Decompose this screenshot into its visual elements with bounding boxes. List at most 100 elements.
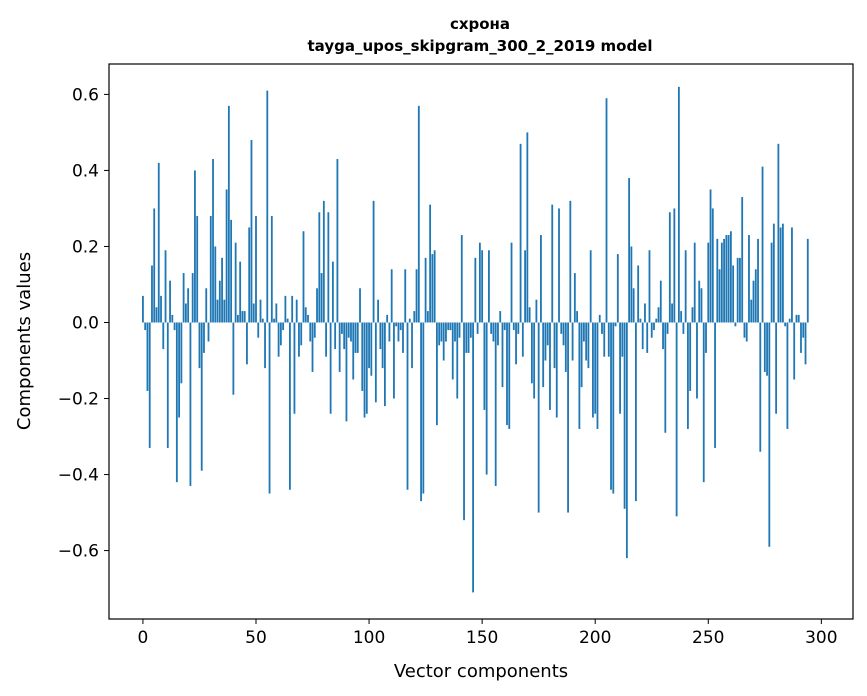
bar bbox=[379, 322, 382, 350]
bar bbox=[564, 322, 567, 372]
bar bbox=[700, 288, 703, 323]
bar bbox=[535, 299, 538, 323]
bar bbox=[426, 311, 429, 323]
bar bbox=[687, 322, 689, 429]
bar bbox=[682, 322, 685, 334]
bar bbox=[772, 223, 775, 323]
bar bbox=[560, 322, 563, 334]
bar bbox=[510, 242, 513, 323]
bar bbox=[399, 322, 402, 331]
bar bbox=[431, 254, 434, 323]
bar bbox=[144, 322, 147, 331]
bar bbox=[277, 322, 280, 357]
bar bbox=[232, 322, 235, 395]
bar bbox=[578, 322, 581, 429]
bar bbox=[182, 273, 185, 323]
bar bbox=[424, 257, 427, 323]
bar bbox=[377, 299, 380, 323]
bar bbox=[356, 322, 359, 353]
y-axis-ticks: −0.6 −0.4 −0.2 0.0 0.2 0.4 0.6 bbox=[58, 85, 109, 562]
bar bbox=[628, 178, 631, 323]
bar bbox=[646, 322, 649, 353]
y-tick-label: 0.2 bbox=[72, 237, 99, 257]
bar bbox=[499, 311, 502, 323]
bar bbox=[239, 261, 242, 323]
bar bbox=[142, 295, 144, 323]
bar bbox=[788, 318, 791, 323]
bar bbox=[673, 208, 676, 323]
bar bbox=[621, 322, 624, 357]
x-tick-label: 250 bbox=[692, 628, 724, 648]
bar bbox=[587, 322, 590, 369]
bar bbox=[714, 322, 716, 448]
bar bbox=[402, 322, 404, 353]
y-tick-label: 0.4 bbox=[72, 161, 99, 181]
bar bbox=[797, 314, 800, 323]
bar bbox=[225, 189, 228, 323]
bar bbox=[601, 322, 603, 334]
bar bbox=[711, 208, 714, 323]
bar bbox=[668, 212, 671, 323]
bar bbox=[598, 314, 601, 323]
bar bbox=[542, 322, 545, 388]
bar bbox=[411, 322, 413, 369]
bar bbox=[804, 322, 807, 365]
bar bbox=[775, 322, 778, 414]
bar bbox=[607, 322, 610, 357]
bar bbox=[275, 303, 278, 323]
bar bbox=[662, 322, 664, 350]
bar bbox=[207, 322, 210, 342]
bar bbox=[750, 299, 753, 323]
bar bbox=[352, 322, 355, 380]
bar bbox=[318, 212, 321, 323]
bar bbox=[146, 322, 149, 391]
bar bbox=[395, 322, 398, 327]
bar bbox=[614, 322, 617, 327]
bar bbox=[472, 322, 474, 593]
chart-subtitle: tayga_upos_skipgram_300_2_2019 model bbox=[308, 37, 653, 55]
bar bbox=[725, 235, 728, 323]
bar bbox=[795, 314, 798, 323]
bar bbox=[429, 204, 432, 323]
bar bbox=[485, 322, 488, 475]
bar bbox=[684, 250, 687, 323]
bar bbox=[759, 322, 762, 452]
bar bbox=[716, 238, 719, 323]
bar bbox=[153, 208, 156, 323]
bar bbox=[268, 322, 271, 494]
bar bbox=[562, 322, 565, 346]
bar bbox=[218, 280, 221, 323]
bars-group bbox=[142, 86, 809, 593]
bar bbox=[544, 322, 547, 361]
bar bbox=[709, 189, 712, 323]
bar bbox=[383, 322, 386, 407]
bar bbox=[374, 322, 377, 403]
bar bbox=[166, 322, 169, 448]
bar bbox=[653, 322, 655, 331]
bar bbox=[341, 322, 343, 334]
bar bbox=[519, 143, 522, 323]
bar bbox=[449, 322, 452, 331]
bar bbox=[417, 105, 420, 323]
bar bbox=[666, 322, 669, 334]
bar bbox=[241, 311, 244, 323]
bar bbox=[445, 322, 447, 342]
y-tick-label: 0.0 bbox=[72, 313, 99, 333]
bar bbox=[309, 322, 312, 342]
bar bbox=[216, 299, 219, 323]
bar bbox=[530, 322, 533, 384]
bar bbox=[291, 295, 294, 323]
bar bbox=[806, 238, 809, 323]
bar bbox=[438, 322, 441, 346]
bar bbox=[302, 231, 305, 323]
bar bbox=[198, 322, 201, 369]
bar bbox=[528, 307, 531, 323]
bar bbox=[720, 242, 723, 323]
bar bbox=[537, 322, 540, 513]
x-tick-label: 200 bbox=[579, 628, 611, 648]
bar bbox=[741, 197, 744, 323]
bar bbox=[415, 269, 418, 323]
bar bbox=[533, 322, 536, 399]
bar bbox=[555, 322, 558, 418]
bar bbox=[433, 250, 436, 323]
